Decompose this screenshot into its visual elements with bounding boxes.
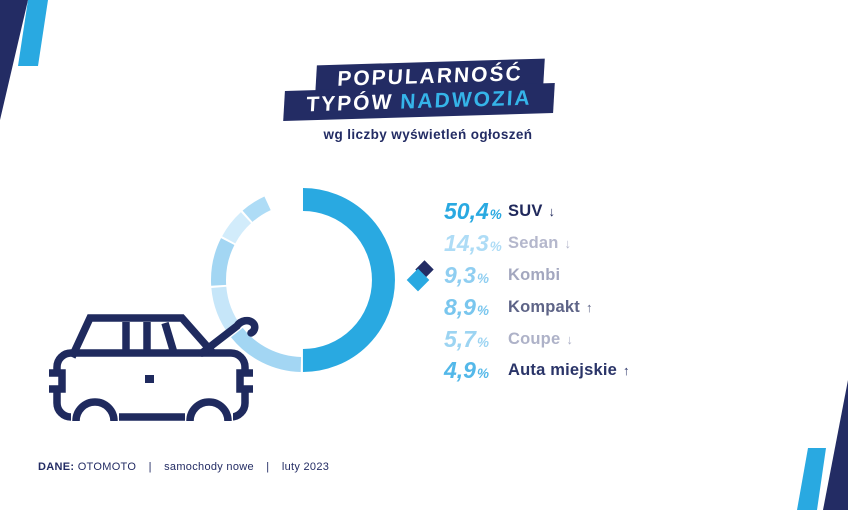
trend-down-icon: ↓ [564, 236, 572, 252]
car-icon [49, 314, 259, 430]
donut-segment-auta-miejskie [242, 196, 271, 223]
trend-down-icon: ↓ [548, 204, 556, 220]
trend-up-icon: ↑ [622, 363, 630, 379]
legend-row: 50,4% SUV ↓ [444, 196, 629, 228]
legend-value: 9,3% [444, 261, 489, 288]
legend-value: 5,7% [444, 325, 489, 352]
source-category: samochody nowe [164, 461, 254, 473]
legend-row: 4,9% Auta miejskie ↑ [444, 355, 629, 387]
source-date: luty 2023 [281, 461, 330, 473]
legend-label: Kombi [508, 265, 561, 284]
legend-value: 50,4% [444, 198, 502, 225]
car-left-bumper-notch [49, 369, 66, 393]
car-details [49, 314, 259, 422]
car-rear-wheel [186, 398, 232, 422]
legend-value: 14,3% [444, 230, 502, 257]
legend-row: 8,9% Kompakt ↑ [444, 291, 629, 323]
car-open-hood [198, 316, 259, 357]
legend-label: Coupe [508, 329, 561, 348]
car-right-bumper-notch [236, 369, 253, 393]
title-line2-accent: NADWOZIA [399, 86, 533, 114]
donut-segment-kompakt [211, 238, 235, 286]
legend-row: 14,3% Sedan ↓ [444, 228, 629, 260]
title-line2-white: TYPÓW [305, 90, 394, 117]
legend-label: SUV [508, 202, 543, 221]
legend: 50,4% SUV ↓ 14,3% Sedan ↓ 9,3% Kombi 8,9… [444, 196, 629, 387]
source-prefix: DANE: [38, 461, 75, 473]
donut-segment-coupe [222, 212, 252, 244]
corner-top-left-blue-shape [18, 0, 48, 66]
subtitle: wg liczby wyświetleń ogłoszeń [323, 127, 533, 142]
source-name: OTOMOTO [77, 461, 137, 473]
trend-down-icon: ↓ [566, 331, 573, 347]
car-window-edge [161, 321, 178, 355]
legend-row: 5,7% Coupe ↓ [444, 323, 629, 355]
car-roof [68, 314, 215, 359]
legend-label: Sedan [508, 234, 559, 253]
legend-value: 4,9% [444, 357, 489, 384]
legend-label: Auta miejskie [508, 361, 617, 380]
corner-bottom-right-blue-shape [797, 448, 826, 510]
otomoto-arrow-icon [406, 259, 441, 293]
source-note: DANE: OTOMOTO | samochody nowe | luty 20… [38, 461, 329, 473]
donut-segment-suv [302, 188, 395, 372]
car-door-handle [145, 375, 154, 383]
separator: | [266, 461, 270, 473]
trend-up-icon: ↑ [586, 299, 593, 315]
legend-row: 9,3% Kombi [444, 260, 629, 292]
separator: | [148, 461, 152, 473]
legend-value: 8,9% [444, 293, 489, 320]
corner-bottom-right-navy-shape [823, 380, 848, 510]
corner-top-left-navy-shape [0, 0, 28, 120]
legend-label: Kompakt [508, 297, 580, 316]
car-front-wheel [72, 398, 118, 422]
